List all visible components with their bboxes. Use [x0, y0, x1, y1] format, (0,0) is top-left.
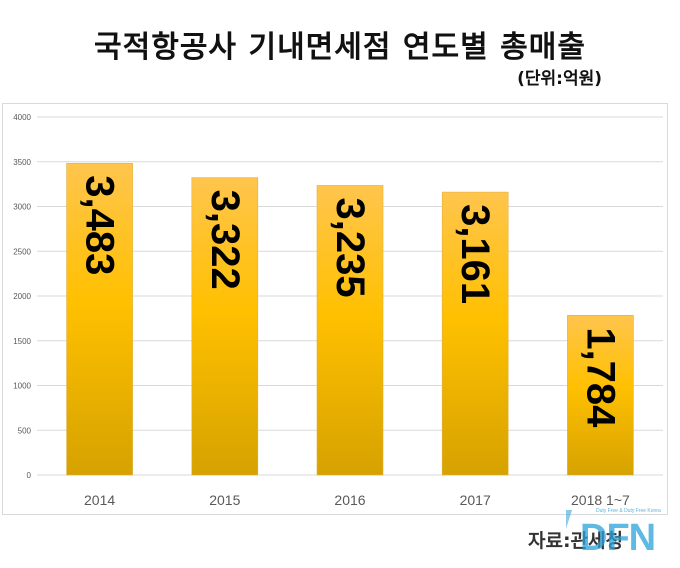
- data-label: 3,161: [453, 204, 497, 304]
- y-tick-label: 1000: [13, 382, 31, 391]
- data-label: 3,322: [203, 190, 247, 290]
- bar-1: [191, 177, 259, 476]
- y-tick-label: 4000: [13, 113, 31, 122]
- bar-4: [567, 315, 634, 476]
- y-tick-label: 3000: [13, 203, 31, 212]
- data-label: 3,235: [328, 197, 372, 297]
- dfn-logo: Duty Free & Duty Free Korea DFN: [566, 508, 661, 559]
- y-tick-label: 1500: [13, 337, 31, 346]
- unit-label: (단위:억원): [517, 69, 602, 89]
- bar-3: [441, 191, 509, 476]
- x-axis-ticks: 2014 2015 2016 2017 2018 1~7: [84, 492, 630, 508]
- y-tick-label: 3500: [13, 158, 31, 167]
- data-label: 3,483: [78, 175, 122, 275]
- source-credit: 자료:관세청: [528, 530, 623, 552]
- bar-0: [66, 162, 133, 476]
- x-tick-label: 2018 1~7: [571, 492, 630, 508]
- logo-tagline: Duty Free & Duty Free Korea: [596, 508, 661, 514]
- x-tick-label: 2015: [209, 492, 240, 508]
- y-tick-label: 2500: [13, 247, 31, 256]
- bars: 3,483 3,322 3,235 3,161 1,784: [66, 162, 634, 476]
- data-label: 1,784: [578, 327, 622, 428]
- y-axis-ticks: 0 500 1000 1500 2000 2500 3000 3500 4000: [13, 113, 31, 480]
- y-tick-label: 500: [18, 426, 32, 435]
- bar-2: [316, 185, 384, 476]
- x-tick-label: 2016: [334, 492, 365, 508]
- y-tick-label: 0: [27, 471, 32, 480]
- logo-text: DFN: [580, 517, 655, 559]
- y-tick-label: 2000: [13, 292, 31, 301]
- x-tick-label: 2017: [460, 492, 491, 508]
- chart-title: 국적항공사 기내면세점 연도별 총매출: [94, 30, 586, 65]
- chart-area: 0 500 1000 1500 2000 2500 3000 3500 4000 3,483 3,…: [2, 103, 668, 515]
- x-tick-label: 2014: [84, 492, 115, 508]
